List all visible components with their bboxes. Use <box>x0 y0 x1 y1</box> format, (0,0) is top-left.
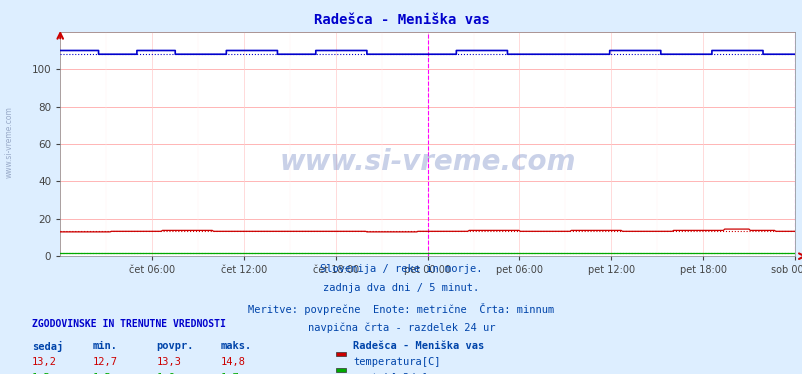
Text: pretok[m3/s]: pretok[m3/s] <box>353 373 427 374</box>
Text: temperatura[C]: temperatura[C] <box>353 357 440 367</box>
Text: min.: min. <box>92 341 117 352</box>
Text: 1,5: 1,5 <box>32 373 51 374</box>
Text: www.si-vreme.com: www.si-vreme.com <box>5 106 14 178</box>
Text: 13,3: 13,3 <box>156 357 181 367</box>
Text: 1,7: 1,7 <box>221 373 239 374</box>
Text: ZGODOVINSKE IN TRENUTNE VREDNOSTI: ZGODOVINSKE IN TRENUTNE VREDNOSTI <box>32 319 225 329</box>
Text: 1,5: 1,5 <box>92 373 111 374</box>
Text: Radešca - Meniška vas: Radešca - Meniška vas <box>313 13 489 27</box>
Text: zadnja dva dni / 5 minut.: zadnja dva dni / 5 minut. <box>323 283 479 293</box>
Text: navpična črta - razdelek 24 ur: navpična črta - razdelek 24 ur <box>307 322 495 332</box>
Text: sedaj: sedaj <box>32 341 63 352</box>
Text: 1,6: 1,6 <box>156 373 175 374</box>
Text: maks.: maks. <box>221 341 252 352</box>
Text: 14,8: 14,8 <box>221 357 245 367</box>
Text: Meritve: povprečne  Enote: metrične  Črta: minnum: Meritve: povprečne Enote: metrične Črta:… <box>248 303 554 315</box>
Text: www.si-vreme.com: www.si-vreme.com <box>279 148 575 176</box>
Text: 13,2: 13,2 <box>32 357 57 367</box>
Text: povpr.: povpr. <box>156 341 194 352</box>
Text: Radešca - Meniška vas: Radešca - Meniška vas <box>353 341 484 352</box>
Text: Slovenija / reke in morje.: Slovenija / reke in morje. <box>320 264 482 274</box>
Text: 12,7: 12,7 <box>92 357 117 367</box>
